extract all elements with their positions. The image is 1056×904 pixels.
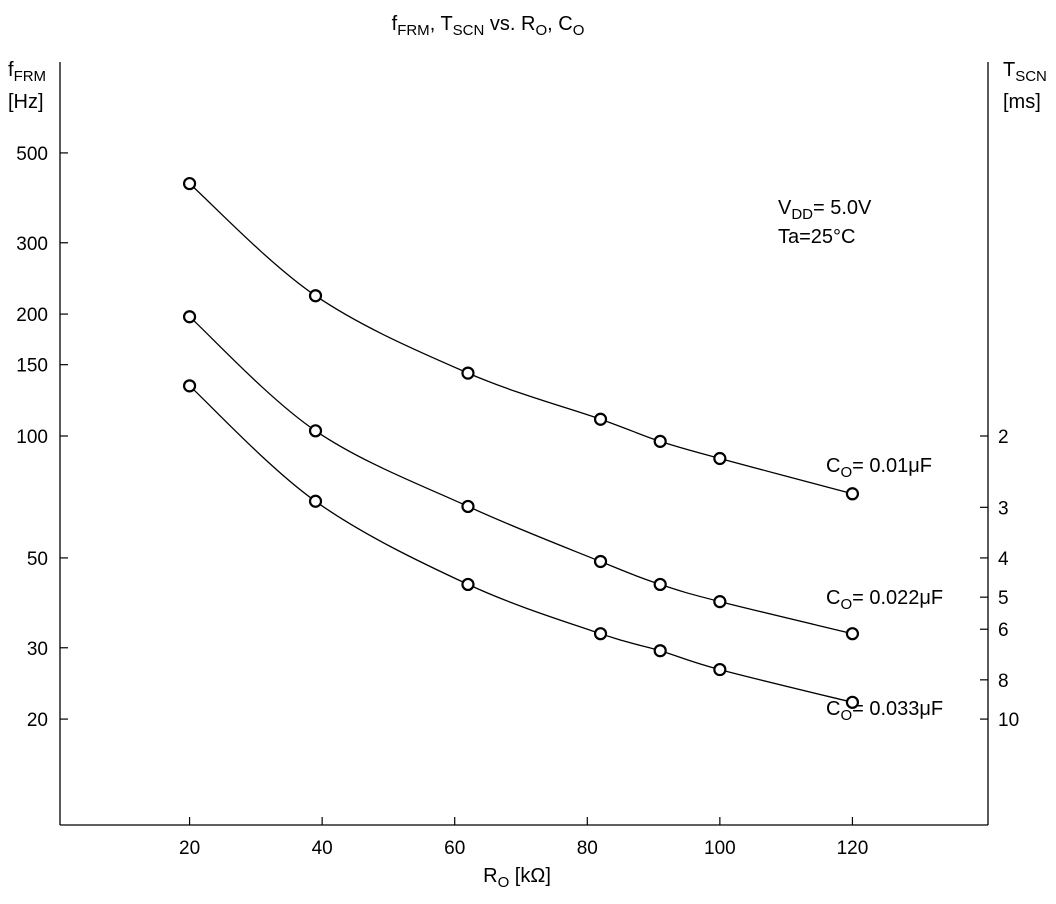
y-left-tick-label: 30 bbox=[27, 639, 48, 660]
y-left-tick-label: 50 bbox=[27, 549, 48, 570]
x-tick-label: 60 bbox=[444, 838, 465, 859]
data-point bbox=[845, 487, 860, 501]
y-left-tick-label: 300 bbox=[16, 234, 48, 255]
x-tick-label: 20 bbox=[179, 838, 200, 859]
y-left-tick-label: 150 bbox=[16, 356, 48, 377]
y-axis-right-label: TSCN bbox=[1003, 59, 1047, 85]
y-right-tick-label: 10 bbox=[998, 710, 1019, 731]
data-point bbox=[713, 595, 727, 609]
series-label-2: CO= 0.022μF bbox=[826, 587, 943, 613]
y-axis-left-label: fFRM bbox=[8, 59, 46, 85]
data-point bbox=[845, 627, 860, 641]
chart-title: fFRM, TSCN vs. RO, CO bbox=[392, 13, 585, 39]
data-point bbox=[308, 424, 323, 438]
data-point bbox=[461, 366, 475, 380]
data-point bbox=[653, 577, 667, 592]
y-right-tick-label: 4 bbox=[998, 549, 1009, 570]
data-point bbox=[461, 499, 475, 514]
data-point bbox=[308, 494, 323, 508]
x-tick-label: 120 bbox=[837, 838, 869, 859]
y-left-tick-label: 200 bbox=[16, 305, 48, 326]
x-axis-label: RO [kΩ] bbox=[483, 865, 551, 891]
data-point bbox=[308, 289, 323, 303]
y-left-tick-label: 20 bbox=[27, 710, 48, 731]
data-point bbox=[593, 627, 608, 641]
series-line-2 bbox=[189, 316, 853, 635]
series-line-3 bbox=[189, 385, 853, 703]
y-right-tick-label: 8 bbox=[998, 671, 1009, 692]
y-right-tick-label: 2 bbox=[998, 427, 1009, 448]
series-label-1: CO= 0.01μF bbox=[826, 455, 932, 481]
series-line-1 bbox=[189, 183, 853, 495]
data-point bbox=[713, 451, 727, 466]
data-point bbox=[653, 434, 667, 448]
conditions-vdd: VDD= 5.0V bbox=[778, 197, 872, 223]
data-point bbox=[713, 662, 727, 677]
y-left-tick-label: 100 bbox=[16, 427, 48, 448]
data-point bbox=[653, 644, 667, 658]
data-point bbox=[182, 176, 197, 191]
y-axis-left-unit: [Hz] bbox=[8, 91, 44, 113]
data-point bbox=[182, 379, 197, 393]
data-point bbox=[845, 695, 860, 709]
y-right-tick-label: 6 bbox=[998, 620, 1009, 641]
y-axis-right-unit: [ms] bbox=[1003, 91, 1041, 113]
y-right-tick-label: 5 bbox=[998, 588, 1009, 609]
y-right-tick-label: 3 bbox=[998, 498, 1009, 519]
data-point bbox=[182, 310, 197, 324]
y-left-tick-label: 500 bbox=[16, 144, 48, 165]
data-point bbox=[461, 577, 475, 592]
data-point bbox=[593, 554, 608, 569]
x-tick-label: 40 bbox=[312, 838, 333, 859]
conditions-ta: Ta=25°C bbox=[778, 226, 856, 248]
x-tick-label: 80 bbox=[577, 838, 598, 859]
data-point bbox=[593, 412, 608, 426]
x-tick-label: 100 bbox=[704, 838, 736, 859]
series-label-3: CO= 0.033μF bbox=[826, 698, 943, 724]
